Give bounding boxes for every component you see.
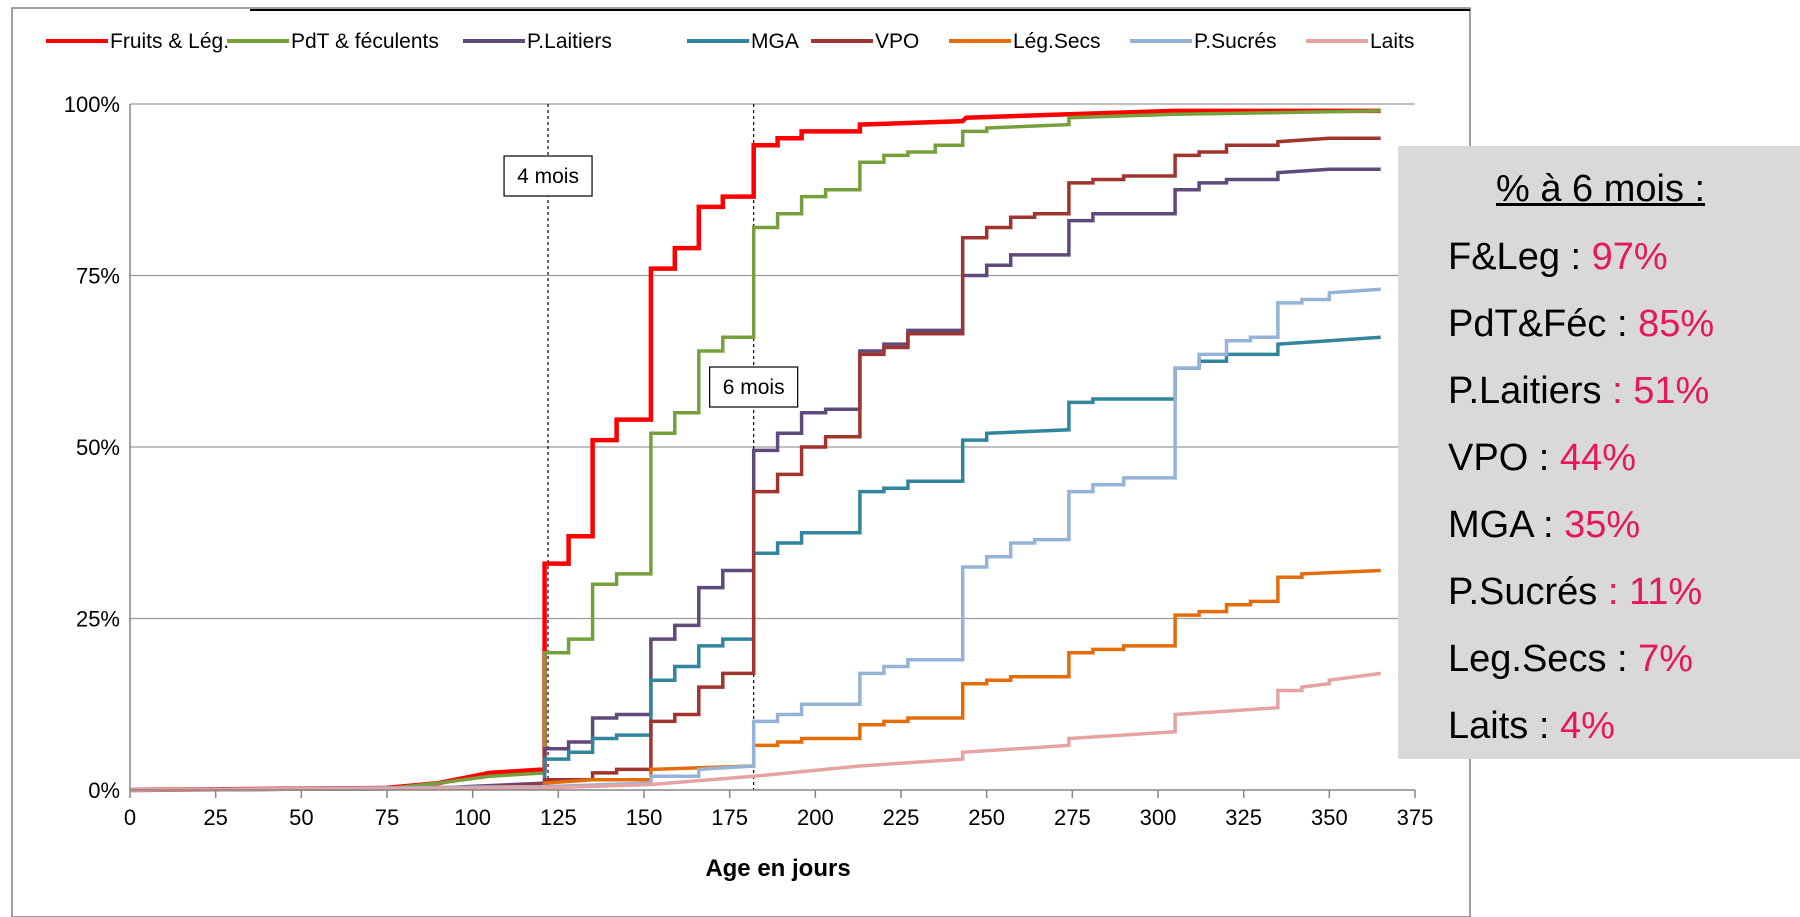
x-tick-label: 0 bbox=[124, 805, 136, 830]
x-tick-label: 175 bbox=[711, 805, 748, 830]
series-line bbox=[129, 287, 1381, 792]
summary-row-value: 35% bbox=[1564, 504, 1641, 546]
summary-row-value: 4% bbox=[1559, 705, 1615, 747]
legend-item: Laits bbox=[1306, 30, 1414, 53]
summary-row-label: PdT&Féc : bbox=[1448, 303, 1639, 345]
summary-row: P.Sucrés : 11% bbox=[1448, 559, 1800, 626]
x-tick-label: 100 bbox=[454, 805, 491, 830]
x-tick-label: 300 bbox=[1140, 805, 1177, 830]
summary-row-value: 44% bbox=[1559, 437, 1636, 479]
summary-row: PdT&Féc : 85% bbox=[1448, 291, 1800, 358]
x-tick-label: 225 bbox=[883, 805, 920, 830]
annotation-label: 4 mois bbox=[517, 165, 579, 188]
x-tick-label: 50 bbox=[289, 805, 313, 830]
legend-label: Fruits & Lég. bbox=[110, 30, 229, 53]
summary-row-value: 97% bbox=[1591, 236, 1668, 278]
legend-item: P.Laitiers bbox=[463, 30, 612, 53]
legend-label: Lég.Secs bbox=[1013, 30, 1101, 53]
legend-label: MGA bbox=[751, 30, 799, 53]
legend-label: P.Laitiers bbox=[527, 30, 612, 53]
x-tick-label: 200 bbox=[797, 805, 834, 830]
summary-row: MGA : 35% bbox=[1448, 492, 1800, 559]
summary-row-label: MGA : bbox=[1448, 504, 1565, 546]
summary-panel-title: % à 6 mois : bbox=[1496, 168, 1706, 210]
legend-item: MGA bbox=[687, 30, 799, 53]
summary-row: VPO : 44% bbox=[1448, 425, 1800, 492]
axis-layer: 0% 25% 50% 75% 100% 0 25 50 75 100 125 150 175 200 225… bbox=[64, 92, 1434, 830]
x-tick-label: 275 bbox=[1054, 805, 1091, 830]
grid-layer bbox=[130, 103, 1415, 620]
x-tick-label: 250 bbox=[968, 805, 1005, 830]
summary-panel: % à 6 mois : F&Leg : 97% PdT&Féc : 85% P.L… bbox=[1398, 146, 1800, 759]
summary-row-value: 85% bbox=[1638, 303, 1715, 345]
summary-row: F&Leg : 97% bbox=[1448, 224, 1800, 291]
x-tick-label: 125 bbox=[540, 805, 577, 830]
y-tick-label: 75% bbox=[76, 264, 120, 289]
x-tick-label: 350 bbox=[1311, 805, 1348, 830]
summary-row-label: Leg.Secs : bbox=[1448, 638, 1639, 680]
legend-label: VPO bbox=[875, 30, 919, 53]
summary-row-label: Laits : bbox=[1448, 705, 1560, 747]
summary-row: P.Laitiers : 51% bbox=[1448, 358, 1800, 425]
y-tick-label: 50% bbox=[76, 435, 120, 460]
series-line bbox=[129, 671, 1381, 792]
x-axis-label: Age en jours bbox=[705, 855, 850, 882]
annotation-box bbox=[503, 155, 593, 197]
series-line bbox=[129, 109, 1381, 792]
legend-item: PdT & féculents bbox=[227, 30, 439, 53]
summary-row-label: P.Sucrés bbox=[1448, 571, 1598, 613]
summary-row-label: P.Laitiers bbox=[1448, 370, 1602, 412]
legend-item: Fruits & Lég. bbox=[46, 30, 229, 53]
legend-label: PdT & féculents bbox=[291, 30, 439, 53]
summary-row-label: F&Leg : bbox=[1448, 236, 1592, 278]
annotation-layer: 4 mois 6 mois bbox=[503, 104, 799, 790]
y-tick-label: 25% bbox=[76, 607, 120, 632]
legend-item: Lég.Secs bbox=[949, 30, 1101, 53]
x-tick-label: 375 bbox=[1397, 805, 1434, 830]
annotation-box bbox=[709, 366, 799, 408]
x-tick-label: 25 bbox=[203, 805, 227, 830]
annotation-label: 6 mois bbox=[723, 376, 785, 399]
summary-row-label: VPO : bbox=[1448, 437, 1560, 479]
series-line bbox=[129, 136, 1381, 792]
legend: Fruits & Lég. PdT & féculents P.Laitiers MG… bbox=[46, 30, 1414, 53]
summary-row-value: 7% bbox=[1638, 638, 1694, 680]
y-tick-label: 0% bbox=[88, 778, 120, 803]
y-tick-label: 100% bbox=[64, 92, 120, 117]
summary-panel-rows: F&Leg : 97% PdT&Féc : 85% P.Laitiers : 51%… bbox=[1448, 224, 1800, 760]
x-tick-label: 75 bbox=[375, 805, 399, 830]
x-tick-label: 150 bbox=[626, 805, 663, 830]
series-line bbox=[129, 108, 1381, 793]
legend-item: VPO bbox=[811, 30, 919, 53]
legend-label: P.Sucrés bbox=[1194, 30, 1277, 53]
legend-item: P.Sucrés bbox=[1130, 30, 1277, 53]
x-tick-label: 325 bbox=[1225, 805, 1262, 830]
summary-row-value: : 11% bbox=[1597, 571, 1703, 613]
summary-row: Leg.Secs : 7% bbox=[1448, 626, 1800, 693]
legend-label: Laits bbox=[1370, 30, 1414, 53]
series-layer bbox=[129, 108, 1381, 793]
summary-row: Laits : 4% bbox=[1448, 693, 1800, 760]
series-line bbox=[129, 167, 1381, 792]
summary-row-value: : 51% bbox=[1601, 370, 1710, 412]
